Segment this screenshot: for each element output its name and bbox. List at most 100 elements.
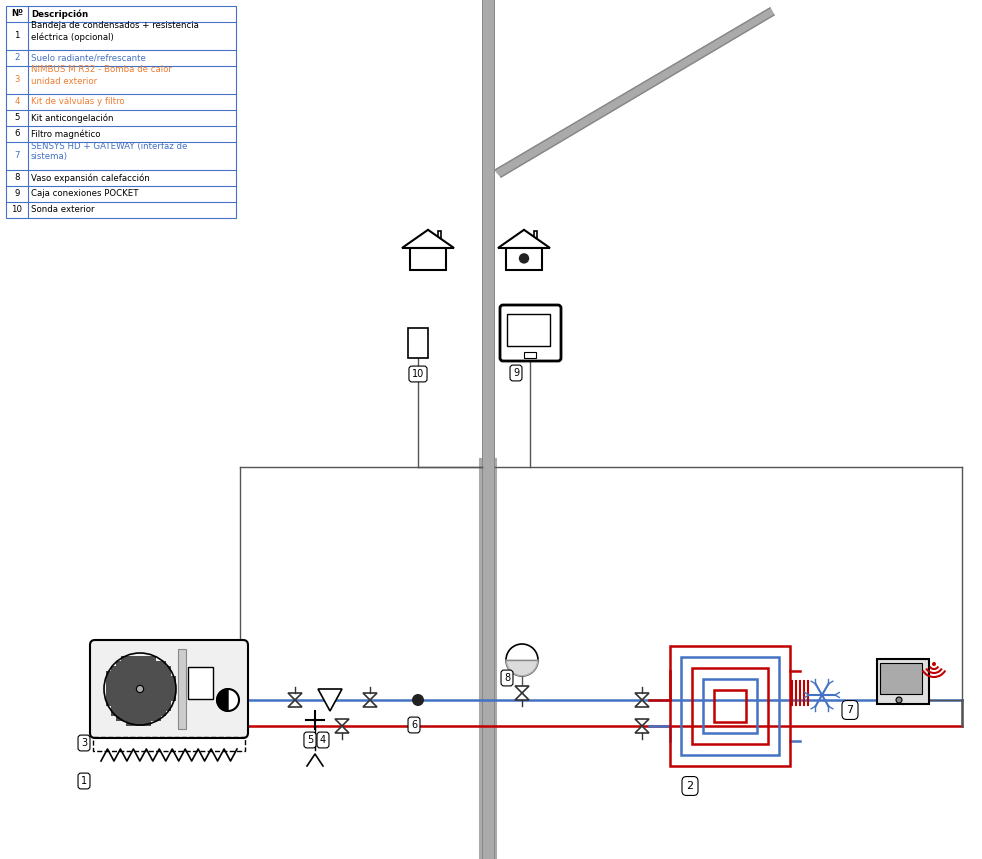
Bar	[161, 680, 167, 685]
Bar	[117, 671, 122, 675]
Bar	[112, 700, 117, 705]
Bar	[877, 659, 929, 704]
Polygon shape	[495, 8, 774, 177]
Bar	[122, 716, 127, 721]
Bar	[141, 661, 146, 666]
Bar	[122, 685, 127, 691]
Text: 4: 4	[15, 98, 20, 107]
Bar	[127, 685, 132, 691]
Bar	[141, 671, 146, 675]
Polygon shape	[363, 693, 377, 707]
Polygon shape	[335, 719, 349, 733]
Bar	[112, 675, 117, 680]
Bar	[167, 700, 172, 705]
Bar	[151, 655, 156, 661]
Bar	[151, 710, 156, 716]
Text: 6: 6	[410, 720, 417, 730]
Bar	[132, 716, 136, 721]
Text: 4: 4	[320, 735, 326, 745]
Bar	[117, 685, 122, 691]
Bar	[507, 314, 550, 346]
Polygon shape	[506, 660, 538, 676]
Bar	[161, 685, 167, 691]
Text: Vaso expansión calefacción: Vaso expansión calefacción	[31, 174, 149, 183]
Bar	[146, 716, 151, 721]
Bar	[161, 661, 167, 666]
Bar	[136, 680, 141, 685]
Polygon shape	[318, 689, 342, 711]
Bar	[117, 696, 122, 700]
Bar	[117, 661, 122, 666]
Bar	[161, 675, 167, 680]
Text: Nº: Nº	[11, 9, 23, 19]
Bar	[151, 666, 156, 671]
Bar	[136, 671, 141, 675]
Text: 8: 8	[504, 673, 510, 683]
Text: Kit anticongelación: Kit anticongelación	[31, 113, 114, 123]
Bar	[151, 716, 156, 721]
Bar	[122, 655, 127, 661]
Bar	[122, 700, 127, 705]
Bar	[117, 691, 122, 696]
Bar	[122, 691, 127, 696]
Bar	[146, 675, 151, 680]
Bar	[146, 655, 151, 661]
Bar	[703, 679, 757, 733]
Bar	[6, 6, 236, 218]
Polygon shape	[635, 719, 649, 733]
Bar	[156, 716, 161, 721]
Text: 5: 5	[306, 735, 313, 745]
Bar	[524, 352, 536, 358]
Bar	[127, 675, 132, 680]
Bar	[127, 705, 132, 710]
Text: SENSYS HD + GATEWAY (interfaz de: SENSYS HD + GATEWAY (interfaz de	[31, 142, 188, 150]
Bar	[132, 675, 136, 680]
Bar	[534, 231, 537, 241]
Bar	[136, 710, 141, 716]
Bar	[151, 661, 156, 666]
Bar	[161, 710, 167, 716]
Bar	[151, 696, 156, 700]
Text: 7: 7	[846, 705, 853, 715]
Bar	[438, 231, 441, 241]
Text: Caja conexiones POCKET: Caja conexiones POCKET	[31, 190, 138, 198]
Bar	[408, 328, 428, 358]
Polygon shape	[498, 230, 550, 248]
Bar	[136, 685, 141, 691]
Bar	[117, 666, 122, 671]
Bar	[692, 668, 768, 744]
Bar	[122, 696, 127, 700]
Bar	[127, 680, 132, 685]
Bar	[167, 705, 172, 710]
Bar	[106, 675, 112, 680]
Bar	[141, 675, 146, 680]
Bar	[136, 721, 141, 726]
Bar	[122, 661, 127, 666]
Bar	[156, 700, 161, 705]
Bar	[670, 646, 790, 766]
Bar	[112, 691, 117, 696]
Text: 10: 10	[411, 369, 424, 379]
Bar	[151, 675, 156, 680]
Bar	[112, 666, 117, 671]
Bar	[146, 691, 151, 696]
Bar	[161, 671, 167, 675]
Bar	[156, 696, 161, 700]
Bar	[117, 716, 122, 721]
Bar	[93, 737, 245, 751]
Text: Sonda exterior: Sonda exterior	[31, 205, 94, 215]
Bar	[122, 710, 127, 716]
Bar	[146, 661, 151, 666]
Bar	[146, 680, 151, 685]
Text: 8: 8	[15, 174, 20, 182]
Bar	[141, 685, 146, 691]
Bar	[151, 685, 156, 691]
Bar	[106, 671, 112, 675]
Text: NIMBUS M R32 - Bomba de calor: NIMBUS M R32 - Bomba de calor	[31, 65, 172, 75]
Bar	[172, 685, 177, 691]
Bar	[132, 696, 136, 700]
Bar	[172, 675, 177, 680]
Bar	[136, 705, 141, 710]
Bar	[172, 691, 177, 696]
Text: eléctrica (opcional): eléctrica (opcional)	[31, 33, 114, 42]
